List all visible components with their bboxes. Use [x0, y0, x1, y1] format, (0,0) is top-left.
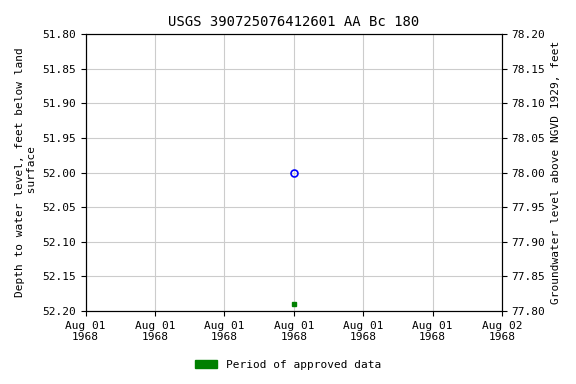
Y-axis label: Depth to water level, feet below land
 surface: Depth to water level, feet below land su… [15, 48, 37, 298]
Title: USGS 390725076412601 AA Bc 180: USGS 390725076412601 AA Bc 180 [168, 15, 419, 29]
Legend: Period of approved data: Period of approved data [191, 356, 385, 375]
Y-axis label: Groundwater level above NGVD 1929, feet: Groundwater level above NGVD 1929, feet [551, 41, 561, 304]
